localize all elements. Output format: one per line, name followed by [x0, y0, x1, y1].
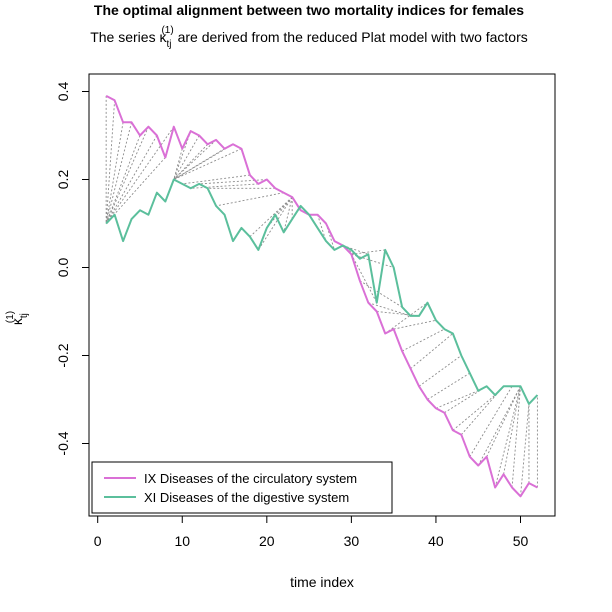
alignment-line-38 [350, 254, 378, 303]
ylabel-symbol: κ [9, 317, 25, 325]
alignment-line-43 [376, 311, 420, 317]
alignment-line-47 [410, 333, 454, 370]
subtitle-subscript: tj [166, 39, 171, 50]
alignment-line-59 [511, 386, 521, 488]
alignment-line-56 [486, 386, 521, 457]
alignment-line-40 [351, 253, 394, 268]
y-tick-label-2: 0.0 [55, 258, 71, 278]
alignment-line-16 [173, 143, 234, 180]
alignment-line-3 [105, 122, 124, 224]
series-line-digestive [105, 178, 539, 405]
x-tick-label-10: 10 [174, 533, 190, 549]
alignment-line-7 [105, 135, 158, 224]
alignment-line-4 [105, 122, 132, 224]
alignment-line-12 [173, 135, 200, 180]
subtitle-symbol: κ [159, 29, 167, 45]
alignment-line-20 [199, 179, 267, 185]
x-tick-label-30: 30 [344, 533, 360, 549]
alignment-line-41 [359, 280, 403, 308]
chart-title: The optimal alignment between two mortal… [94, 2, 524, 18]
x-axis-label: time index [290, 574, 354, 590]
ylabel-superscript: (1) [5, 311, 16, 323]
alignment-line-57 [494, 386, 521, 488]
legend-box [91, 461, 393, 514]
y-tick-label-0: -0.4 [55, 431, 71, 455]
alignment-line-48 [418, 355, 462, 387]
series-line-circulatory [105, 95, 538, 498]
alignment-line-26 [274, 196, 293, 216]
alignment-line-18 [182, 174, 250, 185]
y-tick-label-4: 0.4 [55, 82, 71, 102]
y-tick-label-3: 0.2 [55, 170, 71, 190]
alignment-line-6 [105, 126, 149, 224]
alignment-line-32 [317, 214, 327, 242]
legend-label-circulatory: IX Diseases of the circulatory system [144, 471, 357, 486]
alignment-line-22 [215, 192, 284, 207]
y-axis-label: κtj(1) [5, 311, 30, 325]
chart-subtitle: The series κtj (1) are derived from the r… [90, 25, 528, 50]
legend: IX Diseases of the circulatory system XI… [91, 461, 393, 514]
alignment-line-60 [520, 403, 530, 497]
alignment-line-39 [351, 249, 386, 255]
alignment-line-24 [257, 196, 293, 251]
alignment-line-17 [173, 148, 242, 180]
alignment-line-9 [105, 126, 175, 224]
alignment-line-23 [249, 196, 293, 238]
subtitle-superscript: (1) [161, 25, 173, 36]
alignment-line-15 [173, 148, 225, 180]
series-lines [105, 95, 539, 498]
alignment-line-45 [393, 319, 437, 330]
x-axis: 0 10 20 30 40 50 [94, 515, 529, 549]
ylabel-subscript: tj [19, 313, 30, 318]
alignment-line-19 [190, 183, 259, 189]
x-tick-label-20: 20 [259, 533, 275, 549]
subtitle-prefix: The series [90, 29, 159, 45]
alignment-line-58 [503, 386, 521, 475]
alignment-line-42 [368, 302, 411, 317]
y-tick-label-1: -0.2 [55, 343, 71, 367]
x-tick-label-0: 0 [94, 533, 102, 549]
alignment-line-10 [173, 148, 183, 180]
alignment-line-44 [384, 302, 428, 334]
x-tick-label-50: 50 [513, 533, 529, 549]
svg-text:κtj(1): κtj(1) [5, 311, 30, 325]
alignment-lines [105, 95, 538, 497]
alignment-line-49 [427, 372, 471, 400]
alignment-line-50 [435, 390, 479, 409]
alignment-line-46 [401, 328, 445, 352]
alignment-line-55 [477, 386, 521, 466]
alignment-line-52 [452, 394, 496, 431]
alignment-line-8 [105, 157, 166, 224]
alignment-line-2 [105, 100, 116, 224]
legend-label-digestive: XI Diseases of the digestive system [144, 490, 349, 505]
alignment-line-14 [173, 139, 217, 180]
subtitle-suffix: are derived from the reduced Plat model … [174, 29, 528, 45]
y-axis: -0.4 -0.2 0.0 0.2 0.4 [55, 82, 90, 456]
x-tick-label-40: 40 [428, 533, 444, 549]
alignment-line-54 [469, 386, 513, 457]
